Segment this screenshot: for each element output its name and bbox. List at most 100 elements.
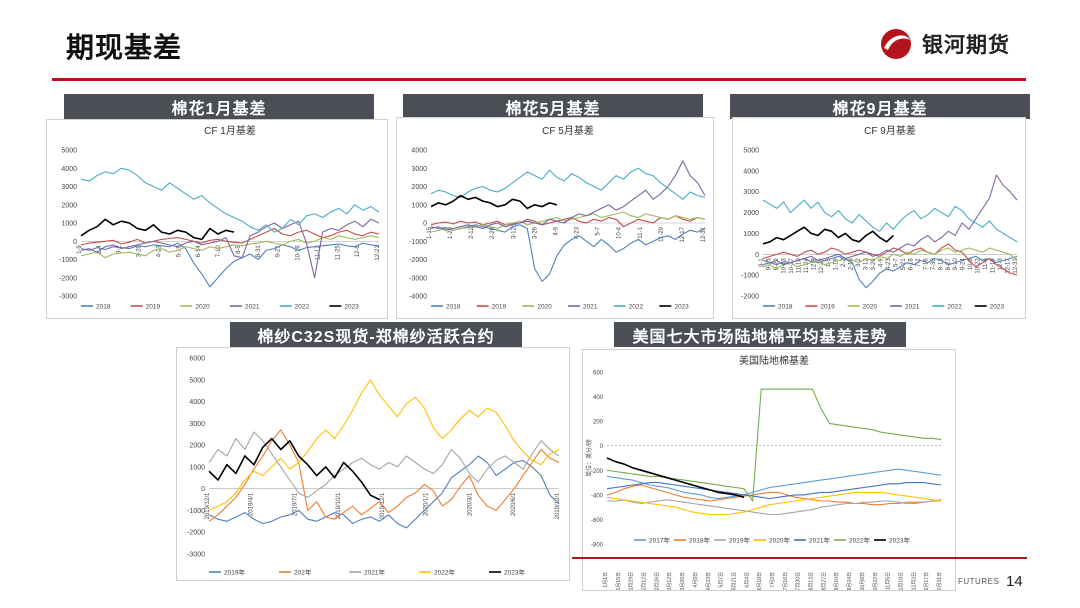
- section-header-cf9: 棉花9月基差: [730, 94, 1030, 119]
- y-tick-label: 3000: [743, 189, 759, 196]
- x-tick-label: 12-21: [375, 245, 381, 261]
- chart-panel-us: 美国陆地棉基差 单位：美分/磅 -800 -600 -400 -200 0 200 400 600…: [582, 349, 956, 591]
- legend-label: 2023: [344, 304, 359, 311]
- series-line-2022: [762, 199, 1018, 243]
- x-tick-label: 1-9: [77, 245, 83, 254]
- x-tick-label: 2-12: [469, 226, 475, 239]
- x-tick-label: 10-13: [781, 258, 787, 274]
- x-tick-label: 8月13日: [809, 572, 815, 590]
- chart-panel-cf9: CF 9月基差 -2000 -1000 0 1000 2000 3000 4000 5000 9-…: [732, 117, 1026, 319]
- x-tick-label: 9-1: [759, 258, 765, 267]
- y-tick-label: 3000: [189, 421, 205, 428]
- legend-label: 2023年: [504, 568, 525, 577]
- legend-label: 2018: [778, 304, 793, 311]
- legend-label: 2021: [245, 304, 260, 311]
- x-tick-label: 7-10: [216, 245, 222, 258]
- y-tick-label: 600: [593, 371, 604, 377]
- series-line-2020年: [606, 491, 942, 516]
- x-tick-label: 1-5: [826, 258, 832, 267]
- x-tick-label: 10月22日: [873, 572, 879, 590]
- x-tick-label: 6月4日: [744, 572, 750, 588]
- legend-label: 2021年: [364, 568, 385, 577]
- y-tick-label: 0: [423, 221, 427, 228]
- x-tick-label: 3月12日: [667, 572, 673, 590]
- x-tick-label: 2019/7/1: [293, 492, 299, 516]
- series-line-2020: [762, 247, 1018, 270]
- x-tick-label: 1-29: [448, 226, 454, 239]
- y-tick-label: -200: [591, 469, 604, 475]
- x-tick-label: 9-29: [774, 258, 780, 271]
- x-tick-label: 11-24: [804, 258, 810, 274]
- x-tick-label: 11月5日: [886, 572, 892, 590]
- x-tick-label: 9-21: [276, 245, 282, 258]
- y-tick-label: 3000: [61, 184, 77, 191]
- y-tick-label: 4000: [411, 148, 427, 155]
- x-tick-label: 2020/3/1: [468, 492, 474, 516]
- y-tick-label: -4000: [409, 294, 427, 301]
- y-tick-label: 1000: [411, 202, 427, 209]
- y-tick-label: 0: [73, 239, 77, 246]
- y-tick-label: 400: [593, 395, 604, 401]
- x-tick-label: 11-25: [335, 245, 341, 261]
- y-tick-label: 5000: [61, 148, 77, 155]
- series-line-2021年: [606, 482, 942, 500]
- section-header-us: 美国七大市场陆地棉平均基差走势: [614, 322, 906, 347]
- series-line-2022: [430, 167, 706, 200]
- legend-label: 2021年: [809, 536, 830, 545]
- x-tick-label: 12-17: [1006, 258, 1012, 274]
- section-header-yarn: 棉纱C32S现货-郑棉纱活跃合约: [230, 322, 522, 347]
- x-tick-label: 7-16: [923, 258, 929, 271]
- y-tick-label: -1000: [741, 273, 759, 280]
- y-tick-label: 2000: [411, 184, 427, 191]
- page-title: 期现基差: [66, 32, 183, 63]
- chart-title: CF 1月基差: [204, 124, 256, 137]
- x-tick-label: 10-16: [296, 245, 302, 261]
- y-tick-label: 3000: [411, 166, 427, 173]
- y-tick-label: 2000: [743, 210, 759, 217]
- y-tick-label: 1000: [743, 231, 759, 238]
- chart-title: CF 5月基差: [542, 124, 594, 137]
- brand-logo: 银河期货: [876, 26, 1010, 62]
- y-tick-label: -2000: [187, 530, 205, 537]
- series-line-2021: [80, 218, 380, 279]
- x-tick-label: 9-10: [953, 258, 959, 271]
- x-tick-label: 8-5: [236, 245, 242, 254]
- series-line-2023: [430, 194, 558, 210]
- x-tick-label: 9月10日: [834, 572, 840, 590]
- x-tick-label: 5-7: [596, 226, 602, 235]
- page-number: 14: [1006, 573, 1023, 590]
- x-tick-label: 12月17日: [924, 572, 930, 590]
- y-tick-label: 2000: [61, 202, 77, 209]
- series-line-2021年: [208, 431, 560, 498]
- footer-brand: FUTURES: [958, 577, 1000, 586]
- legend-label: 2019: [492, 304, 507, 311]
- legend-label: 2018: [96, 304, 111, 311]
- x-tick-label: 11-5: [983, 258, 989, 270]
- x-tick-label: 12-31: [1013, 258, 1019, 274]
- series-line-2019: [80, 227, 380, 246]
- y-tick-label: -2000: [741, 294, 759, 301]
- series-line-2018: [80, 242, 380, 288]
- series-line-2022: [80, 167, 380, 233]
- chart-cf1: CF 1月基差 -3000 -2000 -1000 0 1000 2000 3000 4000 5…: [59, 124, 381, 311]
- chart-panel-cf5: CF 5月基差 -4000 -3000 -2000 -1000 0 1000 2000 3000…: [396, 117, 714, 319]
- x-tick-label: 2-26: [490, 226, 496, 239]
- series-line-2019年: [208, 455, 560, 529]
- x-tick-label: 12-22: [819, 258, 825, 274]
- y-tick-label: -3000: [187, 552, 205, 559]
- legend-label: 2018年: [689, 536, 710, 545]
- x-tick-label: 5-19: [176, 245, 182, 258]
- x-tick-label: 12-8: [355, 245, 361, 258]
- x-tick-label: 6-14: [196, 245, 202, 258]
- legend-label: 2021: [905, 304, 920, 311]
- y-tick-label: 4000: [743, 168, 759, 175]
- legend-label: 2020: [537, 304, 552, 311]
- legend-label: 2018: [446, 304, 461, 311]
- galaxy-logo-icon: [881, 29, 911, 59]
- bottom-divider: [572, 557, 1027, 559]
- legend-label: 2020: [195, 304, 210, 311]
- y-tick-label: -400: [591, 493, 604, 499]
- legend-label: 2020年: [769, 536, 790, 545]
- y-tick-label: -2000: [409, 257, 427, 264]
- x-tick-label: 5月7日: [719, 572, 725, 588]
